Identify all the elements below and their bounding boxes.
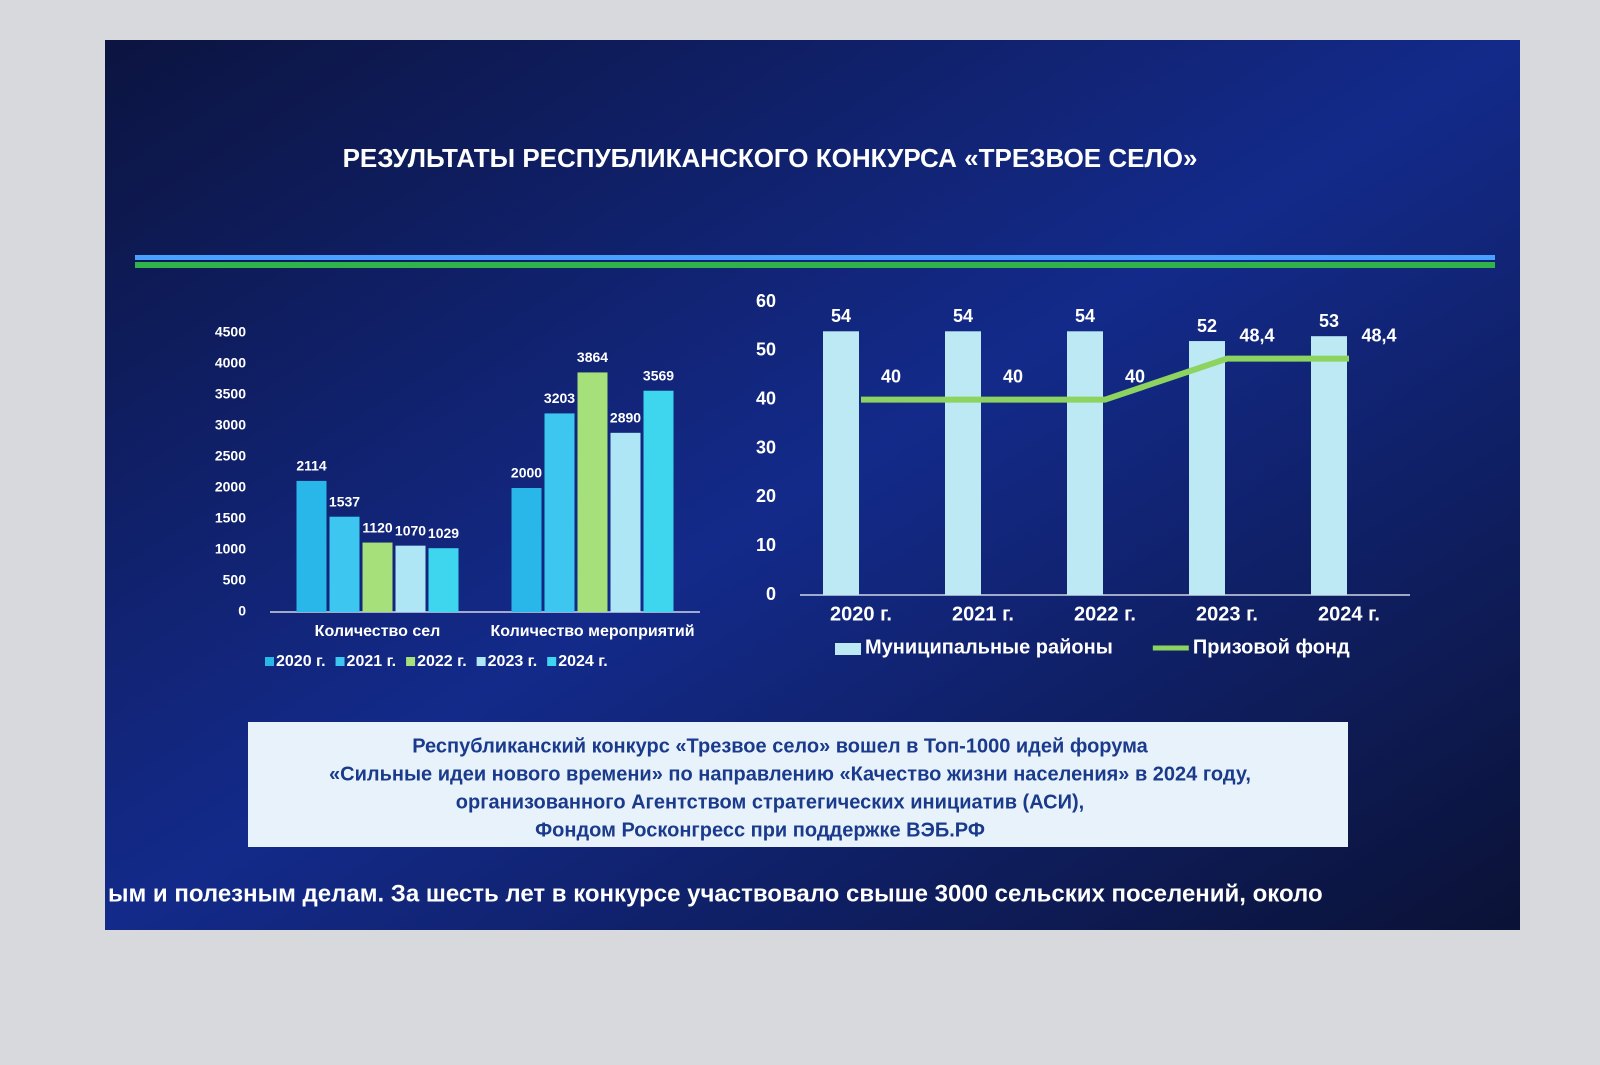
- bar: [643, 390, 674, 612]
- bar: [945, 331, 981, 595]
- bar: [1311, 336, 1347, 595]
- line-label: 40: [1125, 366, 1145, 386]
- ticker: ым и полезным делам. За шесть лет в конк…: [108, 880, 1323, 907]
- slide-title: РЕЗУЛЬТАТЫ РЕСПУБЛИКАНСКОГО КОНКУРСА «ТР…: [343, 143, 1198, 173]
- bar-label: 3569: [643, 367, 674, 383]
- y-tick-label: 1500: [215, 510, 246, 526]
- divider: [135, 255, 1495, 260]
- y-tick-label: 20: [756, 486, 776, 506]
- y-tick-label: 40: [756, 388, 776, 408]
- x-tick-label: 2021 г.: [952, 603, 1014, 625]
- note-line: организованного Агентством стратегически…: [456, 791, 1084, 813]
- note-line: Республиканский конкурс «Трезвое село» в…: [412, 735, 1148, 757]
- bar: [511, 488, 542, 612]
- line-label: 40: [1003, 366, 1023, 386]
- bar-label: 2000: [511, 465, 542, 481]
- bar-label: 3203: [544, 390, 575, 406]
- y-tick-label: 10: [756, 535, 776, 555]
- y-tick-label: 2500: [215, 448, 246, 464]
- bar: [1189, 341, 1225, 595]
- y-tick-label: 0: [766, 584, 776, 604]
- y-tick-label: 4500: [215, 324, 246, 340]
- bar-label: 1029: [428, 525, 459, 541]
- bar: [296, 480, 327, 612]
- note-line: «Сильные идеи нового времени» по направл…: [329, 763, 1251, 785]
- bar: [329, 516, 360, 612]
- bar: [428, 548, 459, 612]
- line-label: 48,4: [1361, 325, 1396, 345]
- bar-label: 54: [953, 306, 973, 326]
- x-tick-label: Количество мероприятий: [490, 623, 694, 640]
- bar: [1067, 331, 1103, 595]
- legend-label: 2020 г.: [276, 653, 326, 670]
- bar-label: 53: [1319, 311, 1339, 331]
- bar-label: 54: [831, 306, 851, 326]
- bar-label: 1537: [329, 493, 360, 509]
- bar: [544, 413, 575, 612]
- legend-swatch: [547, 657, 557, 666]
- bar-label: 2114: [296, 458, 327, 474]
- y-tick-label: 1000: [215, 541, 246, 557]
- legend-label: Призовой фонд: [1193, 636, 1350, 658]
- bar-label: 1120: [362, 519, 393, 535]
- note-line: Фондом Росконгресс при поддержке ВЭБ.РФ: [535, 819, 985, 841]
- bar-label: 54: [1075, 306, 1095, 326]
- x-tick-label: 2022 г.: [1074, 603, 1136, 625]
- legend-label: 2022 г.: [417, 653, 467, 670]
- x-tick-label: 2023 г.: [1196, 603, 1258, 625]
- legend-label: Муниципальные районы: [865, 636, 1113, 658]
- y-tick-label: 30: [756, 437, 776, 457]
- y-tick-label: 500: [223, 572, 247, 588]
- legend-swatch: [335, 657, 345, 666]
- bar: [610, 432, 641, 612]
- bar-label: 1070: [395, 522, 426, 538]
- legend-swatch: [476, 657, 486, 666]
- bar-label: 2890: [610, 410, 641, 426]
- line-label: 40: [881, 366, 901, 386]
- y-tick-label: 60: [756, 291, 776, 311]
- x-tick-label: 2020 г.: [830, 603, 892, 625]
- divider: [135, 262, 1495, 268]
- legend-swatch: [835, 643, 861, 655]
- y-tick-label: 3000: [215, 417, 246, 433]
- legend-label: 2024 г.: [558, 653, 608, 670]
- y-tick-label: 4000: [215, 355, 246, 371]
- legend-swatch: [265, 657, 274, 666]
- note-box: [248, 722, 1348, 847]
- x-tick-label: 2024 г.: [1318, 603, 1380, 625]
- bar-label: 52: [1197, 316, 1217, 336]
- y-tick-label: 50: [756, 340, 776, 360]
- y-tick-label: 3500: [215, 386, 246, 402]
- bar: [823, 331, 859, 595]
- y-tick-label: 0: [238, 603, 246, 619]
- line-series: [861, 355, 1349, 403]
- bar: [577, 372, 608, 612]
- line-label: 48,4: [1239, 325, 1274, 345]
- bar: [362, 542, 393, 612]
- legend-swatch: [406, 657, 416, 666]
- y-tick-label: 2000: [215, 479, 246, 495]
- x-tick-label: Количество сел: [315, 623, 441, 640]
- legend-label: 2021 г.: [347, 653, 397, 670]
- bar-label: 3864: [577, 349, 608, 365]
- bar: [395, 545, 426, 612]
- legend-label: 2023 г.: [488, 653, 538, 670]
